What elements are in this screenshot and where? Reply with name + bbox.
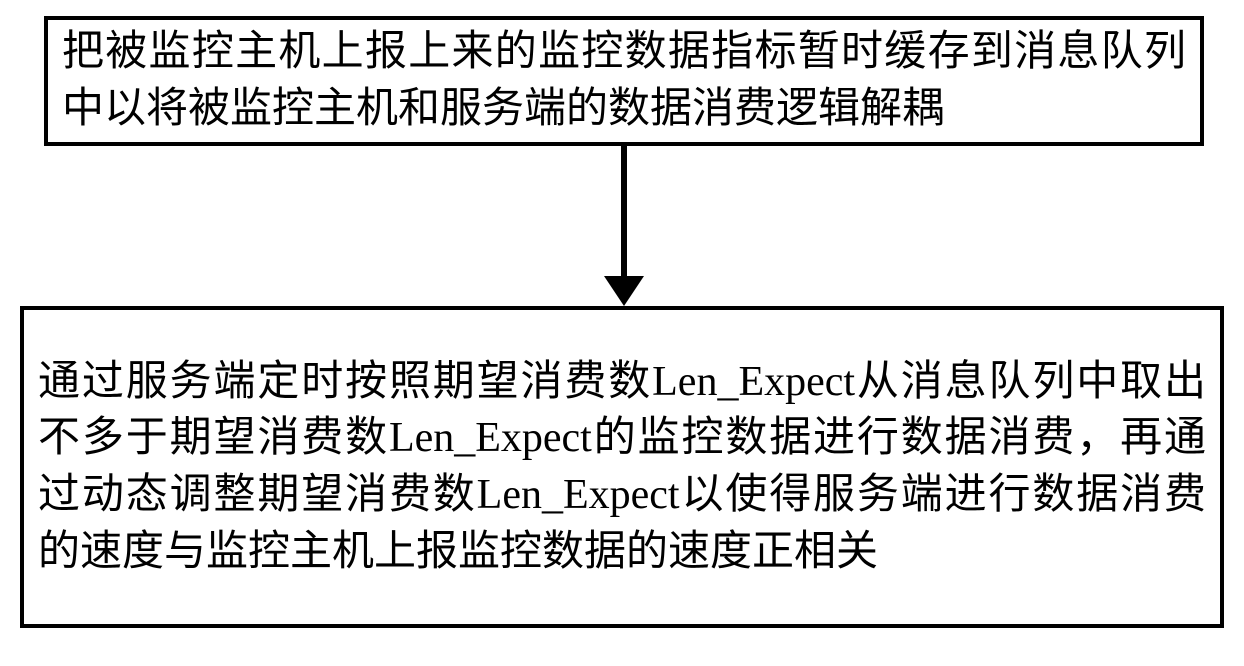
- flowchart-arrow-head: [604, 276, 644, 306]
- flowchart-step-cache: 把被监控主机上报上来的监控数据指标暂时缓存到消息队列中以将被监控主机和服务端的数…: [44, 16, 1204, 146]
- flowchart-step-cache-text: 把被监控主机上报上来的监控数据指标暂时缓存到消息队列中以将被监控主机和服务端的数…: [48, 24, 1200, 137]
- flowchart-diagram: 把被监控主机上报上来的监控数据指标暂时缓存到消息队列中以将被监控主机和服务端的数…: [0, 0, 1244, 666]
- flowchart-step-consume: 通过服务端定时按照期望消费数Len_Expect从消息队列中取出不多于期望消费数…: [20, 306, 1224, 628]
- flowchart-arrow-line: [621, 146, 627, 276]
- flowchart-step-consume-text: 通过服务端定时按照期望消费数Len_Expect从消息队列中取出不多于期望消费数…: [24, 354, 1220, 581]
